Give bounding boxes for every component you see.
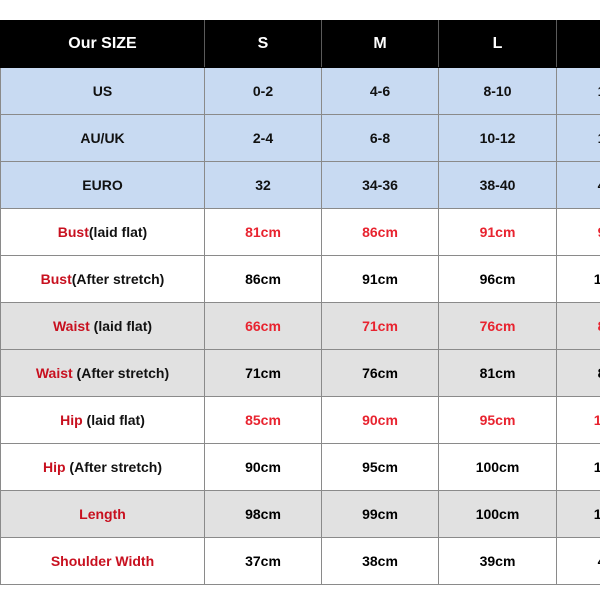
table-cell: 71cm xyxy=(204,349,322,397)
table-cell: 95cm xyxy=(438,396,557,444)
row-label: Shoulder Width xyxy=(0,537,205,585)
header-cell-l: L xyxy=(438,20,557,68)
row-label: AU/UK xyxy=(0,114,205,162)
row-label-note: (After stretch) xyxy=(65,459,163,475)
table-row: Waist (laid flat)66cm71cm76cm81cm xyxy=(0,302,600,350)
table-cell: 100cm xyxy=(438,443,557,491)
table-cell: 12-14 xyxy=(556,67,600,115)
header-cell-label: Our SIZE xyxy=(0,20,205,68)
table-cell: 38-40 xyxy=(438,161,557,209)
table-cell: 71cm xyxy=(321,302,439,350)
table-row: Bust(After stretch)86cm91cm96cm101cm xyxy=(0,255,600,303)
table-row: Shoulder Width 37cm38cm39cm40cm xyxy=(0,537,600,585)
table-cell: 14-16 xyxy=(556,114,600,162)
table-cell: 81cm xyxy=(204,208,322,256)
table-cell: 32 xyxy=(204,161,322,209)
row-label-note: (After stretch) xyxy=(72,365,170,381)
row-label: EURO xyxy=(0,161,205,209)
table-row: Length 98cm99cm100cm101cm xyxy=(0,490,600,538)
header-row: Our SIZE S M L XL xyxy=(0,20,600,68)
table-cell: 81cm xyxy=(556,302,600,350)
row-label: Hip (After stretch) xyxy=(0,443,205,491)
table-cell: 91cm xyxy=(321,255,439,303)
row-label-measure: Length xyxy=(79,506,126,522)
row-label: Hip (laid flat) xyxy=(0,396,205,444)
table-cell: 81cm xyxy=(438,349,557,397)
table-cell: 99cm xyxy=(321,490,439,538)
table-cell: 101cm xyxy=(556,255,600,303)
table-cell: 2-4 xyxy=(204,114,322,162)
row-label-measure: Bust xyxy=(57,224,89,240)
table-cell: 42-44 xyxy=(556,161,600,209)
table-row: Waist (After stretch)71cm76cm81cm86cm xyxy=(0,349,600,397)
row-label-note: (laid flat) xyxy=(82,412,145,428)
row-label-measure: Shoulder Width xyxy=(50,553,155,569)
row-label-note: (laid flat) xyxy=(89,318,153,334)
table-cell: 76cm xyxy=(321,349,439,397)
table-cell: 96cm xyxy=(438,255,557,303)
row-label: Waist (laid flat) xyxy=(0,302,205,350)
table-cell: 34-36 xyxy=(321,161,439,209)
row-label-measure: Hip xyxy=(42,459,66,475)
row-label-measure: Waist xyxy=(52,318,90,334)
row-label: Bust(laid flat) xyxy=(0,208,205,256)
header-cell-s: S xyxy=(204,20,322,68)
table-row: Bust(laid flat)81cm86cm91cm96cm xyxy=(0,208,600,256)
table-cell: 86cm xyxy=(321,208,439,256)
table-cell: 100cm xyxy=(438,490,557,538)
row-label: Length xyxy=(0,490,205,538)
table-row: US 0-24-68-1012-14 xyxy=(0,67,600,115)
table-cell: 95cm xyxy=(321,443,439,491)
table-cell: 76cm xyxy=(438,302,557,350)
table-cell: 105cm xyxy=(556,443,600,491)
row-label-measure: Waist xyxy=(35,365,73,381)
table-cell: 0-2 xyxy=(204,67,322,115)
row-label-note: US xyxy=(92,83,113,99)
table-cell: 96cm xyxy=(556,208,600,256)
table-cell: 4-6 xyxy=(321,67,439,115)
row-label: US xyxy=(0,67,205,115)
table-cell: 90cm xyxy=(321,396,439,444)
row-label-note: (After stretch) xyxy=(71,271,165,287)
row-label-note: AU/UK xyxy=(80,130,125,146)
header-cell-m: M xyxy=(321,20,439,68)
table-cell: 8-10 xyxy=(438,67,557,115)
table-cell: 40cm xyxy=(556,537,600,585)
table-cell: 86cm xyxy=(556,349,600,397)
size-chart-table: Our SIZE S M L XL US0-24-68-1012-14AU/UK… xyxy=(0,20,600,585)
table-cell: 98cm xyxy=(204,490,322,538)
table-cell: 66cm xyxy=(204,302,322,350)
row-label: Waist (After stretch) xyxy=(0,349,205,397)
table-cell: 101cm xyxy=(556,490,600,538)
row-label-note: EURO xyxy=(82,177,123,193)
table-cell: 90cm xyxy=(204,443,322,491)
row-label-measure: Hip xyxy=(60,412,83,428)
table-cell: 86cm xyxy=(204,255,322,303)
table-cell: 37cm xyxy=(204,537,322,585)
table-row: Hip (laid flat)85cm90cm95cm100cm xyxy=(0,396,600,444)
table-body: US0-24-68-1012-14AU/UK2-46-810-1214-16EU… xyxy=(0,67,600,585)
row-label-measure: Bust xyxy=(40,271,72,287)
table-cell: 85cm xyxy=(204,396,322,444)
header-cell-xl: XL xyxy=(556,20,600,68)
table-cell: 100cm xyxy=(556,396,600,444)
row-label: Bust(After stretch) xyxy=(0,255,205,303)
table-cell: 6-8 xyxy=(321,114,439,162)
table-row: Hip (After stretch)90cm95cm100cm105cm xyxy=(0,443,600,491)
table-row: AU/UK 2-46-810-1214-16 xyxy=(0,114,600,162)
row-label-note: (laid flat) xyxy=(88,224,148,240)
table-cell: 39cm xyxy=(438,537,557,585)
table-cell: 10-12 xyxy=(438,114,557,162)
table-cell: 91cm xyxy=(438,208,557,256)
table-cell: 38cm xyxy=(321,537,439,585)
